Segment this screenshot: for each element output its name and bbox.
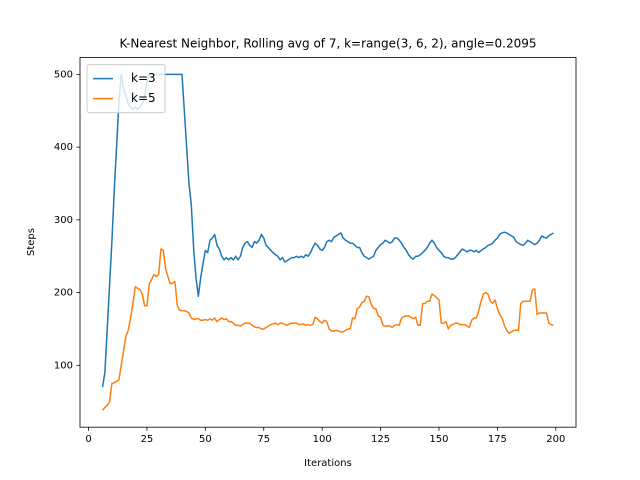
y-tick-label: 200	[54, 288, 73, 299]
y-tick-label: 400	[54, 142, 73, 153]
x-tick-label: 150	[429, 434, 448, 445]
legend-label: k=5	[131, 91, 156, 105]
chart-title: K-Nearest Neighbor, Rolling avg of 7, k=…	[119, 37, 536, 51]
x-tick-label: 0	[85, 434, 91, 445]
x-tick-label: 100	[313, 434, 332, 445]
plot-frame	[79, 57, 577, 428]
x-axis-label: Iterations	[304, 458, 352, 469]
legend-box	[86, 64, 166, 114]
y-tick-label: 300	[54, 215, 73, 226]
legend-label: k=3	[131, 71, 156, 85]
x-tick-label: 175	[488, 434, 507, 445]
y-tick-label: 100	[54, 360, 73, 371]
x-tick-label: 75	[257, 434, 270, 445]
x-tick-label: 25	[141, 434, 154, 445]
y-tick-label: 500	[54, 69, 73, 80]
x-tick-label: 125	[371, 434, 390, 445]
x-tick-label: 200	[546, 434, 565, 445]
y-axis-label: Steps	[26, 228, 37, 256]
x-tick-label: 50	[199, 434, 212, 445]
line-series	[101, 248, 554, 411]
line-series	[101, 73, 554, 388]
